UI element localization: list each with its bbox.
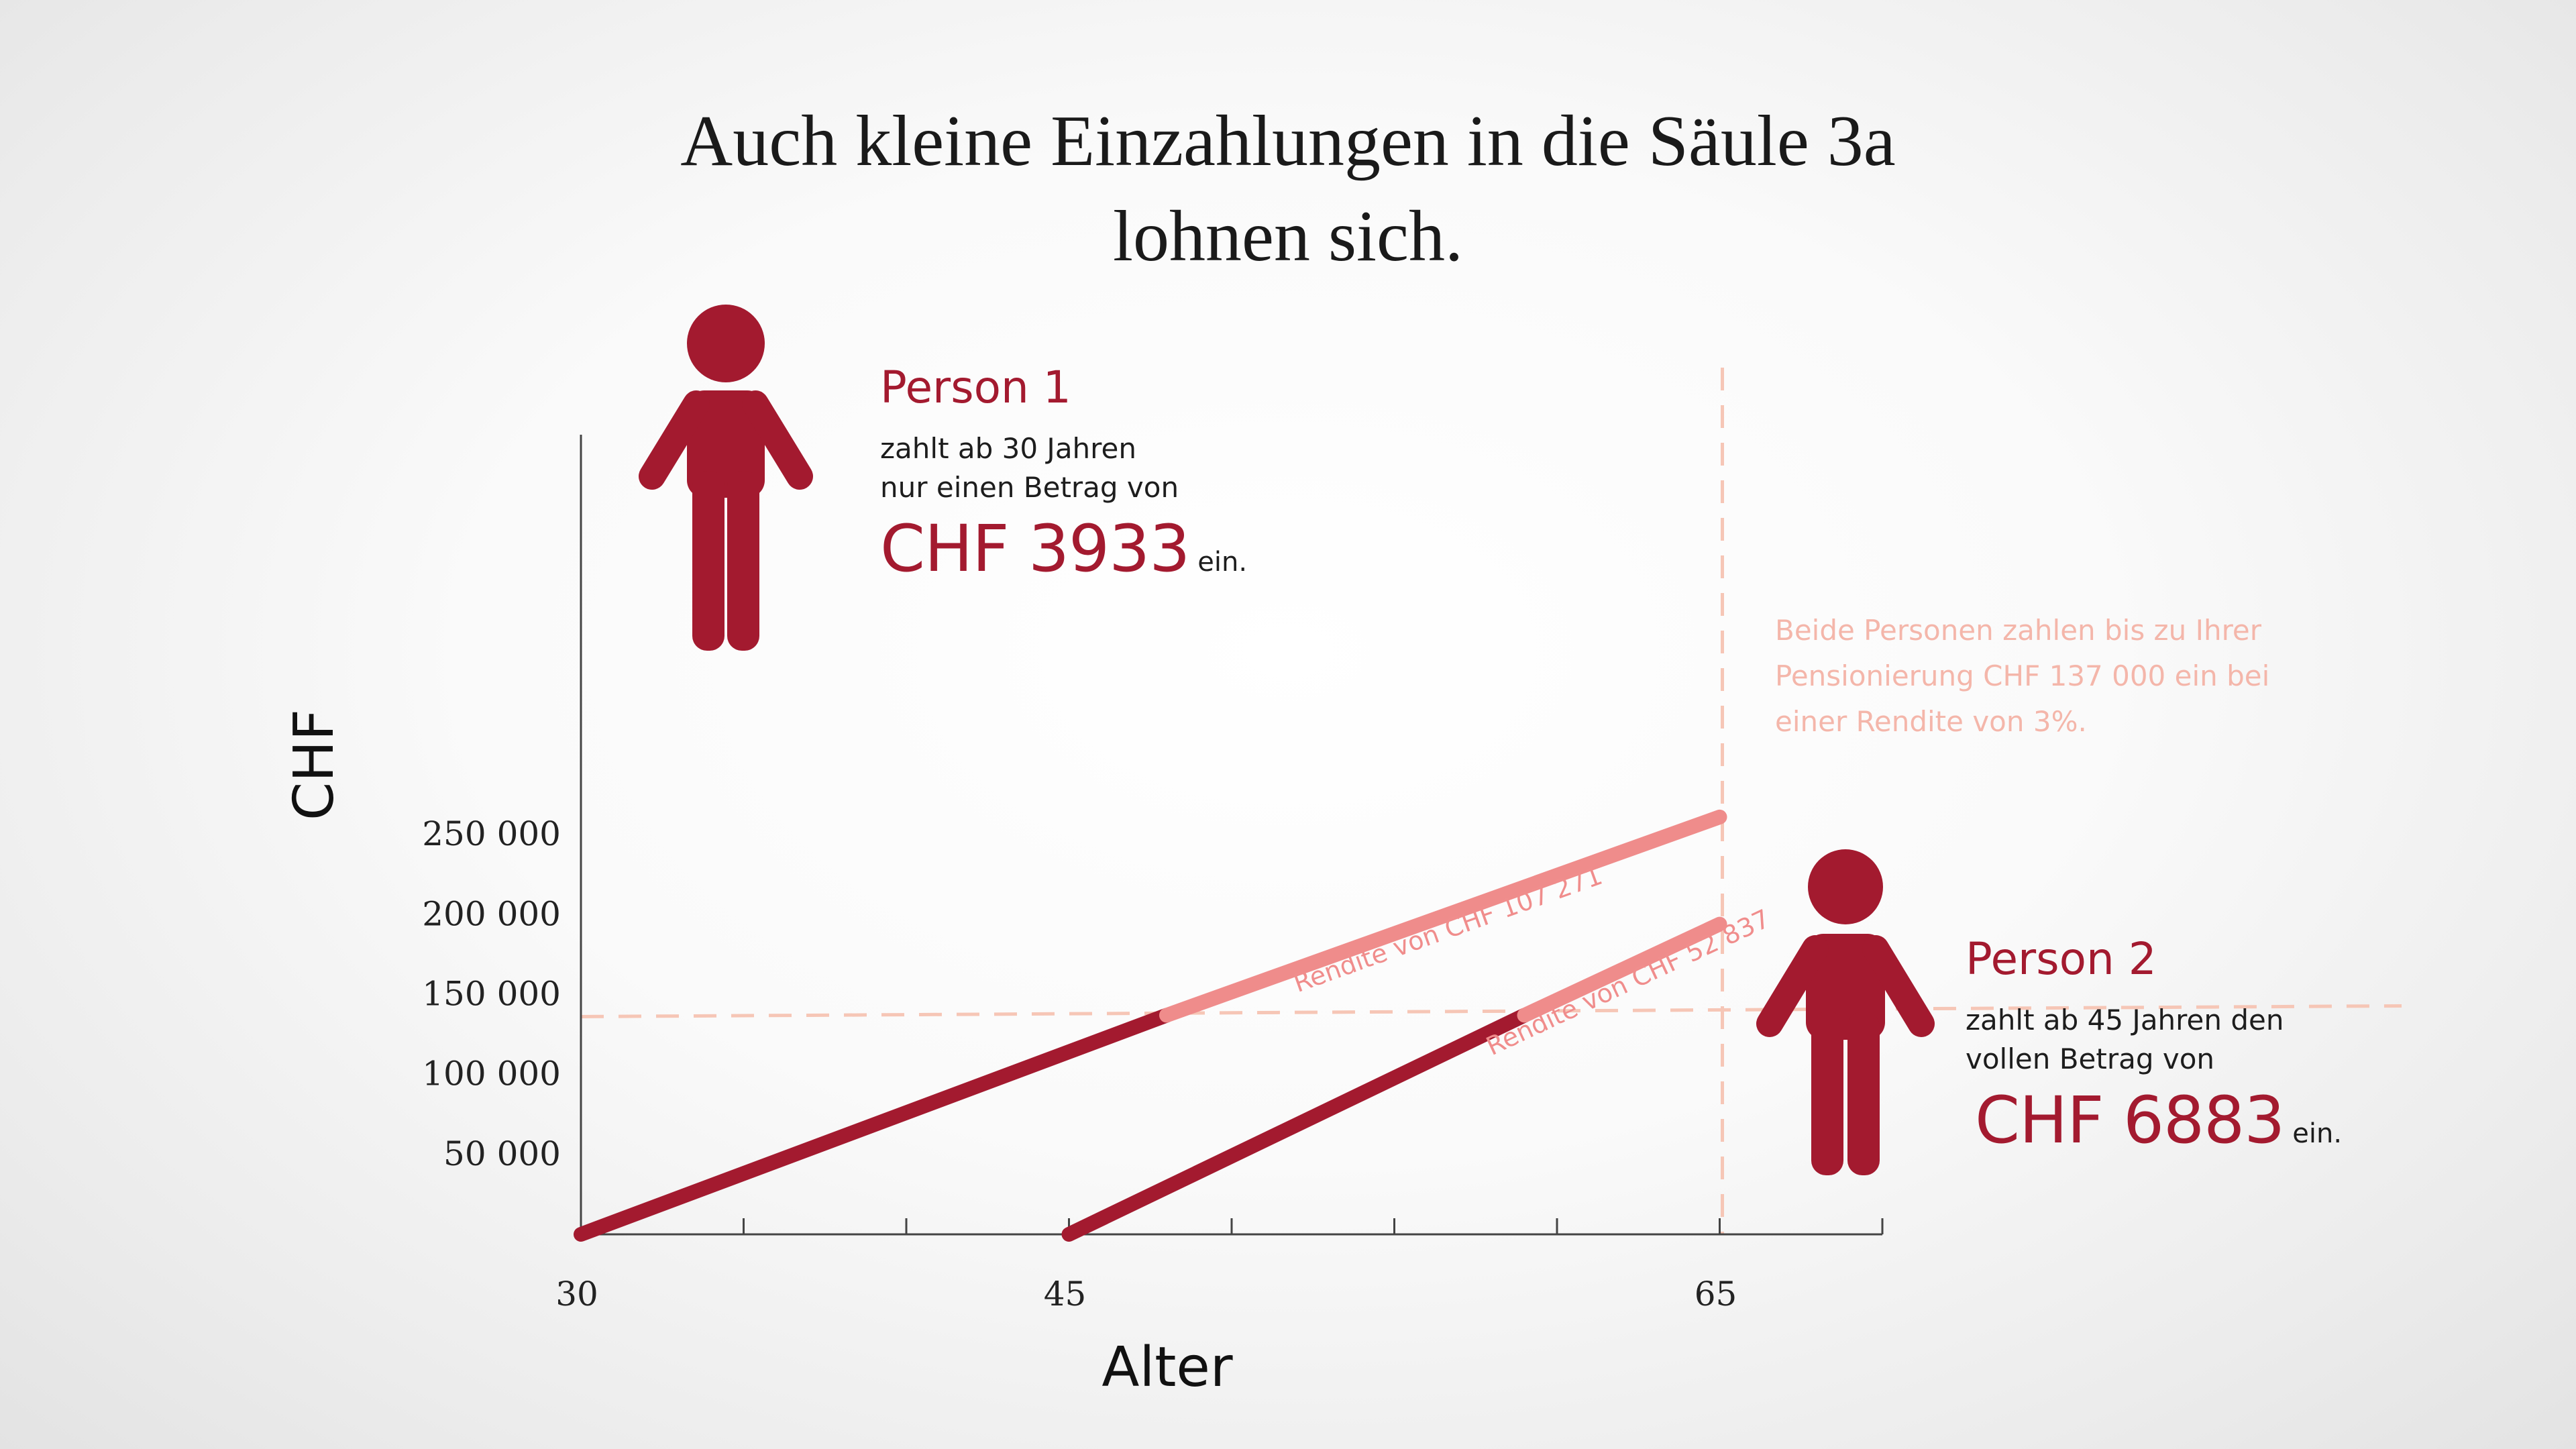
x-tick-label: 45 xyxy=(1044,1275,1087,1313)
series-1-deposit-segment xyxy=(574,1008,1174,1242)
person-2-text-line-2: vollen Betrag von xyxy=(1966,1042,2215,1075)
series-2-deposit-segment xyxy=(1061,1008,1532,1242)
person-1-amount-suffix: ein. xyxy=(1197,547,1248,578)
x-tick-label: 30 xyxy=(555,1275,598,1313)
person-1-text-line-1: zahlt ab 30 Jahren xyxy=(880,432,1136,465)
person-1-name: Person 1 xyxy=(880,362,1071,413)
reference-lines xyxy=(580,368,2402,1234)
title-line-2: lohnen sich. xyxy=(1113,197,1463,276)
person-1-info: Person 1 zahlt ab 30 Jahren nur einen Be… xyxy=(880,361,1247,586)
series-2-return-label: Rendite von CHF 52 837 xyxy=(1482,904,1774,1061)
chart-series xyxy=(574,809,1727,1242)
person-1-icon xyxy=(639,305,813,651)
person-2-name: Person 2 xyxy=(1966,933,2157,985)
reference-line-y-0 xyxy=(580,1004,2402,1018)
series-2-return-segment xyxy=(1517,916,1727,1023)
y-tick-label: 100 000 xyxy=(422,1055,561,1093)
chart-axes: 30 45 65 50 000 100 000 150 000 200 000 250 000… xyxy=(282,435,1884,1399)
y-axis-label: CHF xyxy=(282,709,346,820)
person-2-icon xyxy=(1756,849,1935,1175)
person-2-amount-row: CHF 6883 ein. xyxy=(1975,1083,2342,1158)
title-line-1: Auch kleine Einzahlungen in die Säule 3a xyxy=(680,101,1896,181)
person-2-info: Person 2 zahlt ab 45 Jahren den vollen B… xyxy=(1966,932,2342,1158)
series-1-return-label: Rendite von CHF 107 271 xyxy=(1290,861,1607,998)
person-1-text-line-2: nur einen Betrag von xyxy=(880,471,1179,504)
info-note-line-3: einer Rendite von 3%. xyxy=(1775,705,2087,738)
person-1-amount: CHF 3933 xyxy=(880,511,1190,586)
person-2-text-line-1: zahlt ab 45 Jahren den xyxy=(1966,1004,2284,1036)
info-note-line-1: Beide Personen zahlen bis zu Ihrer xyxy=(1775,614,2262,647)
y-tick-label: 250 000 xyxy=(422,814,561,853)
y-tick-label: 150 000 xyxy=(422,974,561,1013)
series-1-return-segment xyxy=(1159,809,1727,1023)
x-tick-label: 65 xyxy=(1695,1275,1737,1313)
person-2-amount: CHF 6883 xyxy=(1975,1083,2285,1158)
person-2-amount-suffix: ein. xyxy=(2292,1118,2343,1149)
info-note: Beide Personen zahlen bis zu Ihrer Pensi… xyxy=(1775,608,2269,745)
info-note-line-2: Pensionierung CHF 137 000 ein bei xyxy=(1775,659,2270,692)
y-tick-label: 50 000 xyxy=(443,1134,561,1173)
chart-title: Auch kleine Einzahlungen in die Säule 3a… xyxy=(0,94,2576,284)
person-1-amount-row: CHF 3933 ein. xyxy=(880,511,1247,586)
y-tick-label: 200 000 xyxy=(422,894,561,933)
x-axis-label: Alter xyxy=(1102,1336,1232,1399)
